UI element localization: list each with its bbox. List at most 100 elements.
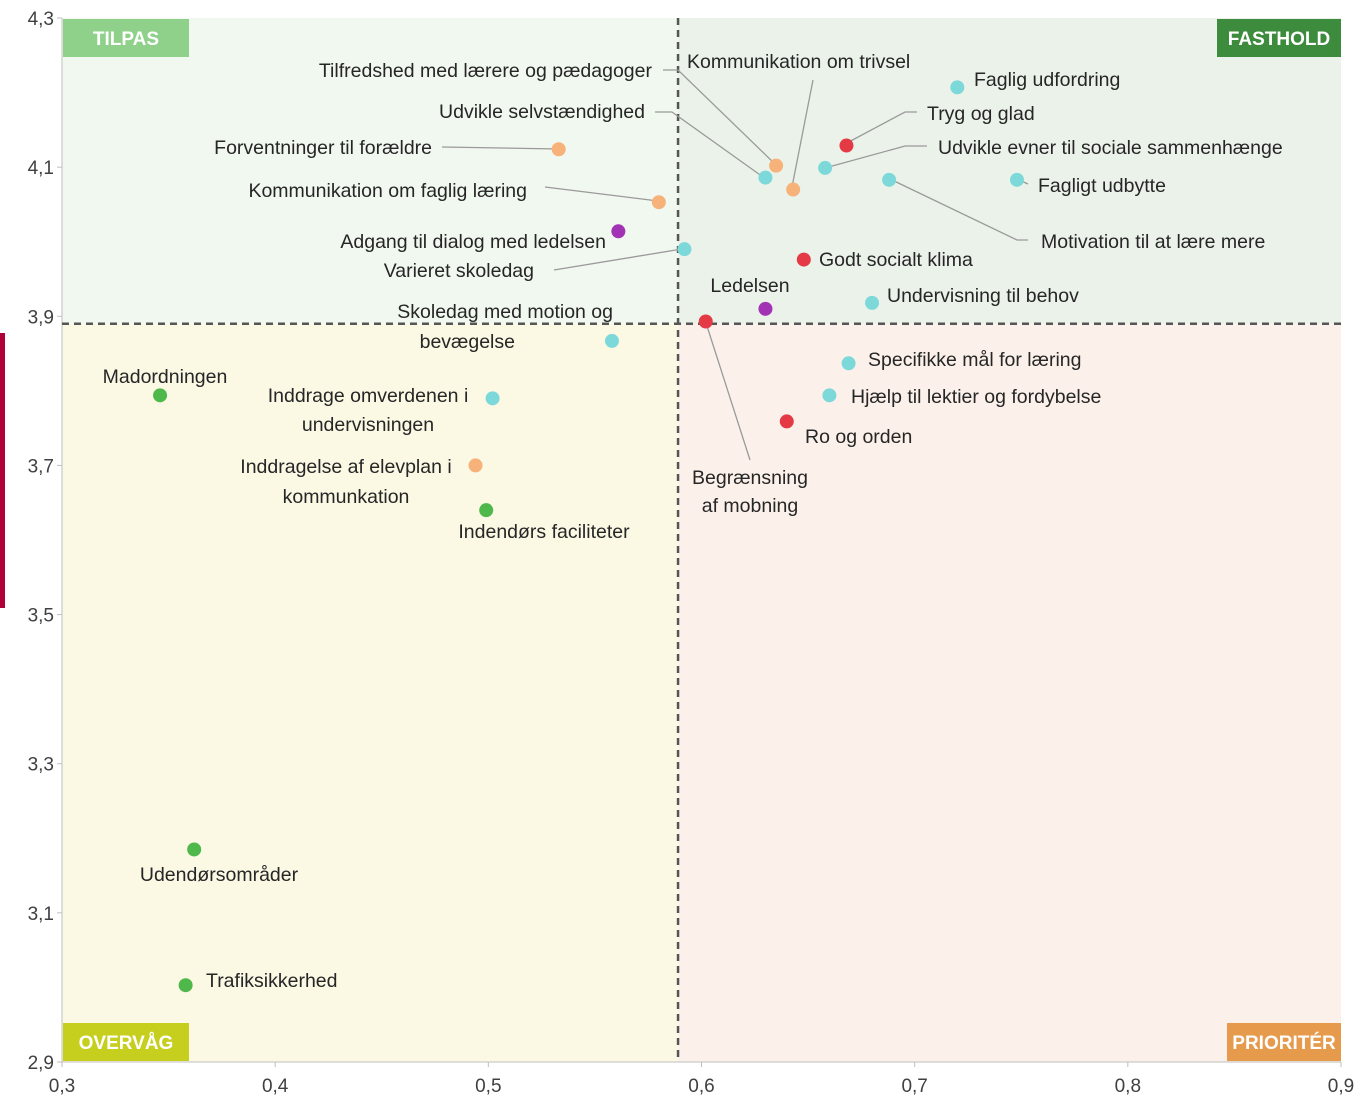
data-point — [485, 391, 500, 406]
point-label: Adgang til dialog med ledelsen — [340, 231, 606, 253]
y-tick-label: 3,5 — [28, 606, 54, 627]
data-point — [796, 252, 811, 267]
data-point — [818, 160, 833, 175]
data-point — [677, 242, 692, 257]
leader-lines — [441, 69, 1029, 461]
point-label: Udendørsområder — [140, 864, 299, 886]
quadrant-bg-bottom-left — [62, 323, 679, 1062]
tick-labels: 0,3 0,4 0,5 0,6 0,7 0,8 0,9 2,9 3,1 3,3 3,5 3,7 3,9 4… — [28, 9, 1355, 1097]
quadrant-badge-top-left — [63, 19, 189, 57]
y-tick-label: 3,9 — [28, 307, 54, 328]
quadrant-bg-bottom-right — [678, 323, 1341, 1062]
x-tick-label: 0,5 — [475, 1076, 501, 1097]
data-point — [187, 842, 202, 857]
point-label: Ro og orden — [805, 426, 912, 448]
data-point — [1009, 172, 1024, 187]
point-label: Inddrage omverdenen i — [268, 385, 469, 407]
y-tick-label: 3,7 — [28, 456, 54, 477]
point-label: Inddragelse af elevplan i — [240, 456, 451, 478]
data-point — [479, 503, 494, 518]
leader-line — [441, 146, 561, 150]
point-labels: Faglig udfordring Tryg og glad Udvikle evn… — [103, 51, 1283, 992]
data-point — [604, 333, 619, 348]
point-label: Undervisning til behov — [887, 285, 1079, 307]
data-point — [779, 414, 794, 429]
point-label: Madordningen — [103, 366, 228, 388]
quadrant-label-top-left: TILPAS — [93, 29, 159, 50]
point-label: Varieret skoledag — [384, 260, 534, 282]
y-tick-label: 4,3 — [28, 9, 54, 30]
point-label: Skoledag med motion og — [397, 301, 613, 323]
point-label: Tilfredshed med lærere og pædagoger — [319, 60, 653, 82]
point-label: Kommunikation om faglig læring — [248, 180, 527, 202]
leader-line — [824, 145, 927, 169]
quadrant-badge-bottom-left — [63, 1023, 189, 1061]
quadrant-label-bottom-right: PRIORITÉR — [1232, 1032, 1336, 1054]
data-point — [758, 170, 773, 185]
data-point — [153, 388, 168, 403]
data-point — [468, 458, 483, 473]
leader-line — [655, 111, 764, 178]
point-label: Faglig udfordring — [974, 69, 1120, 91]
y-tick-label: 4,1 — [28, 158, 54, 179]
data-point — [822, 388, 837, 403]
point-label: Hjælp til lektier og fordybelse — [851, 386, 1101, 408]
y-tick-label: 2,9 — [28, 1053, 54, 1074]
leader-line — [553, 248, 683, 271]
x-tick-label: 0,4 — [262, 1076, 289, 1097]
point-label: Motivation til at lære mere — [1041, 231, 1265, 253]
point-label: Begrænsning — [692, 467, 808, 489]
point-label: kommunkation — [283, 486, 410, 508]
x-tick-label: 0,6 — [688, 1076, 714, 1097]
point-label: Godt socialt klima — [819, 249, 973, 271]
point-label: Udvikle evner til sociale sammenhænge — [938, 137, 1283, 159]
leader-line — [791, 79, 814, 188]
point-label: Trafiksikkerhed — [206, 970, 337, 992]
quadrant-backgrounds — [62, 18, 1341, 1062]
y-tick-label: 3,1 — [28, 904, 54, 925]
data-point — [178, 978, 193, 993]
point-label: Indendørs faciliteter — [458, 521, 630, 543]
point-label: af mobning — [702, 495, 798, 517]
quadrant-labels: TILPAS FASTHOLD OVERVÅG PRIORITÉR — [63, 19, 1341, 1061]
x-tick-label: 0,7 — [901, 1076, 927, 1097]
quadrant-label-top-right: FASTHOLD — [1228, 29, 1330, 50]
point-label: Udvikle selvstændighed — [439, 101, 645, 123]
point-label: Specifikke mål for læring — [868, 349, 1082, 371]
leader-line — [544, 186, 659, 202]
leader-line — [889, 178, 1028, 241]
data-point — [698, 314, 713, 329]
quadrant-badge-bottom-right — [1227, 1023, 1341, 1061]
data-point — [551, 142, 566, 157]
data-point — [841, 356, 856, 371]
point-label: bevægelse — [420, 331, 515, 353]
left-accent-bar — [0, 333, 5, 608]
data-point — [786, 182, 801, 197]
point-label: Ledelsen — [710, 275, 789, 297]
y-tick-label: 3,3 — [28, 755, 54, 776]
quadrant-bg-top-left — [62, 18, 679, 324]
point-label: Kommunikation om trivsel — [687, 51, 910, 73]
point-label: undervisningen — [302, 414, 434, 436]
point-label: Forventninger til forældre — [214, 137, 432, 159]
x-tick-label: 0,8 — [1115, 1076, 1141, 1097]
leader-line — [844, 111, 917, 145]
point-label: Fagligt udbytte — [1038, 175, 1166, 197]
x-tick-label: 0,3 — [49, 1076, 75, 1097]
quadrant-bg-top-right — [678, 18, 1341, 324]
point-label: Tryg og glad — [927, 103, 1035, 125]
data-point — [651, 195, 666, 210]
data-point — [950, 80, 965, 95]
data-point — [758, 301, 773, 316]
data-point — [769, 158, 784, 173]
quadrant-label-bottom-left: OVERVÅG — [79, 1033, 174, 1054]
quadrant-badge-top-right — [1217, 19, 1341, 57]
x-tick-label: 0,9 — [1328, 1076, 1354, 1097]
data-points — [153, 80, 1024, 993]
leader-line — [705, 322, 751, 461]
data-point — [611, 224, 626, 239]
data-point — [839, 138, 854, 153]
leader-line — [663, 69, 776, 165]
data-point — [865, 295, 880, 310]
